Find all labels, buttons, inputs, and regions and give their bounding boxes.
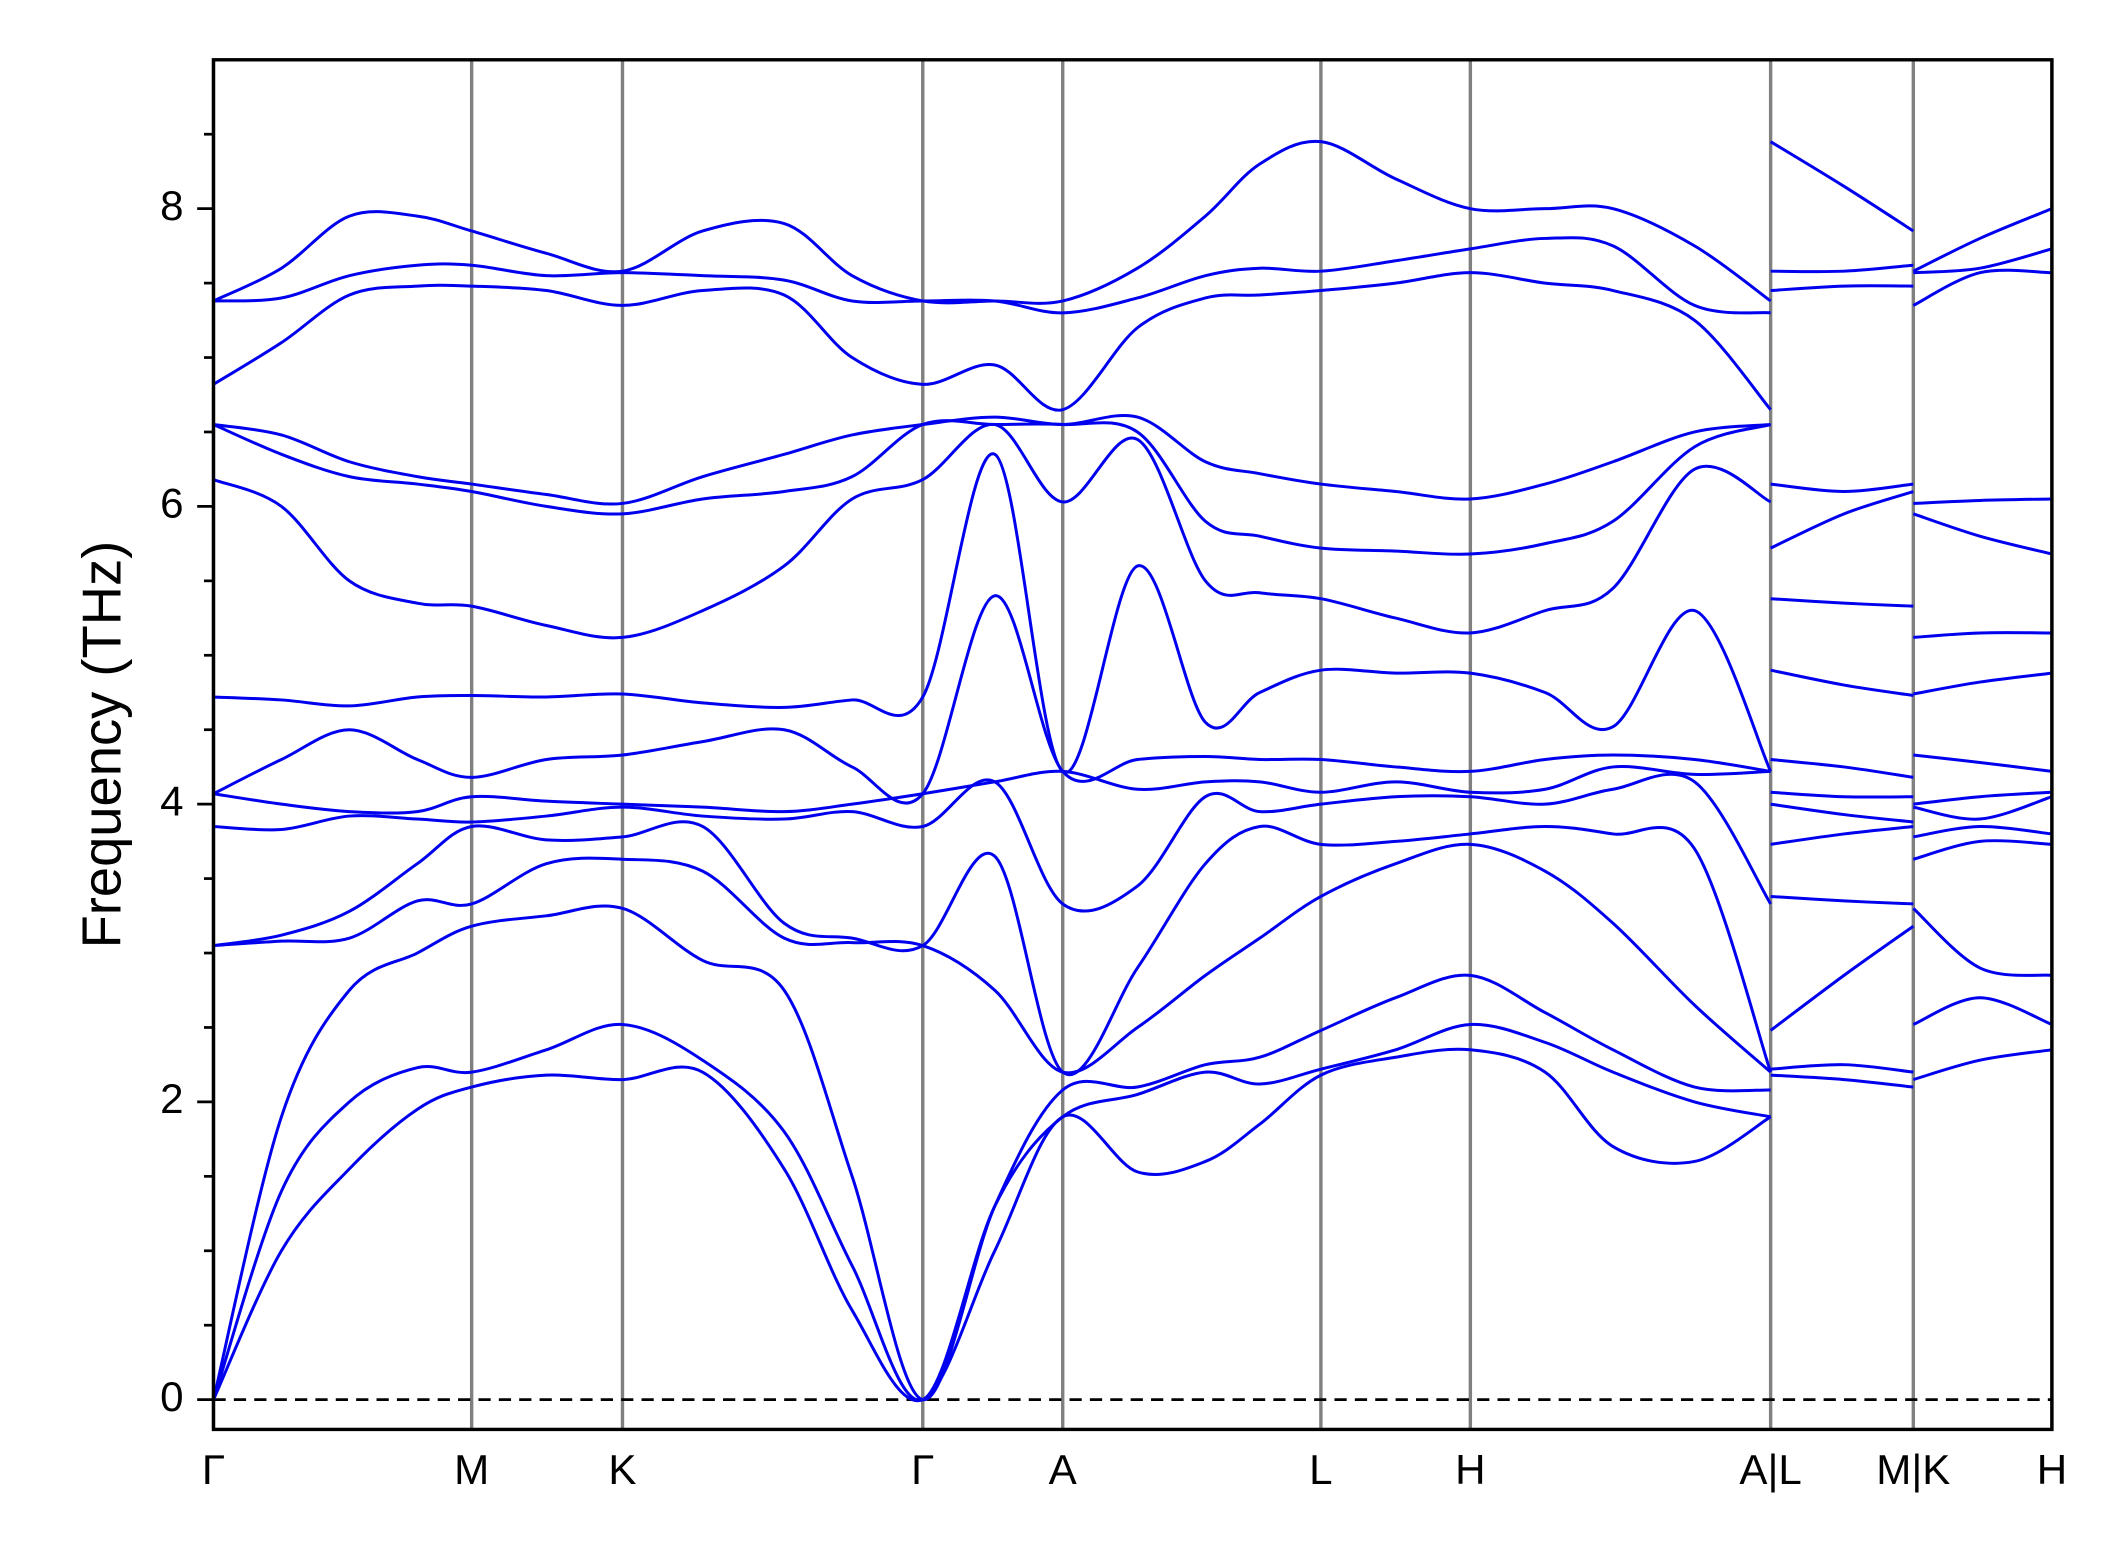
plot-frame [211,58,2054,1432]
x-tick-label: Γ [202,1446,225,1493]
x-tick-label: A|L [1739,1446,1801,1493]
x-tick-label: K [608,1446,636,1493]
band [213,414,2052,506]
band [213,765,2052,815]
y-tick-label: 0 [160,1373,183,1420]
band [212,423,2052,640]
x-tick-label: M|K [1876,1446,1950,1493]
band [213,820,2053,1077]
y-tick-label: 4 [160,777,183,824]
y-tick-label: 2 [160,1075,183,1122]
x-tick-label: H [2037,1446,2067,1493]
band [213,452,2053,774]
band [212,419,2053,556]
band [212,268,2052,412]
x-tick-label: Γ [911,1446,934,1493]
x-tick-label: L [1309,1446,1332,1493]
y-axis-label: Frequency (THz) [72,541,133,949]
band [212,904,2053,1402]
band [213,839,2052,1075]
x-tick-label: M [454,1446,489,1493]
y-tick-label: 8 [160,182,183,229]
x-tick-label: A [1049,1446,1077,1493]
y-tick-label: 6 [160,480,183,527]
x-tick-label: H [1455,1446,1485,1493]
band [212,139,2053,305]
band [212,594,2053,805]
band [212,996,2053,1402]
band [213,772,2053,913]
band [212,1047,2053,1403]
